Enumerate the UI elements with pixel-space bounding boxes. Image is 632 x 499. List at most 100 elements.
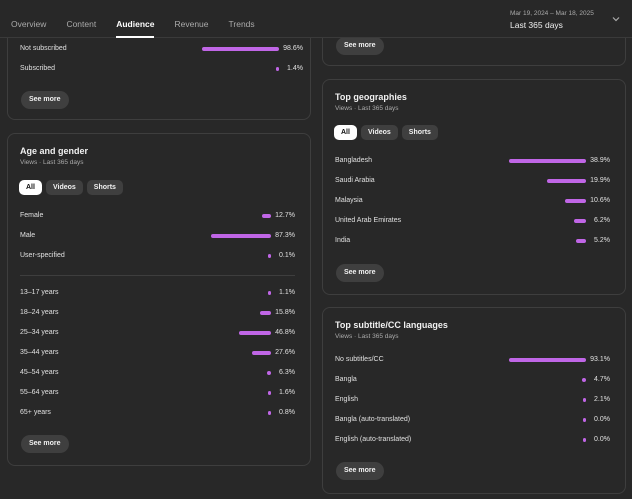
card-subtitle: Views · Last 365 days bbox=[335, 105, 399, 112]
tab-overview[interactable]: Overview bbox=[11, 19, 47, 29]
analytics-header: Overview Content Audience Revenue Trends… bbox=[0, 0, 632, 38]
row-value: 4.7% bbox=[594, 376, 610, 383]
list-item: Male 87.3% bbox=[20, 231, 295, 241]
date-range-dates: Mar 19, 2024 – Mar 18, 2025 bbox=[510, 10, 594, 17]
row-bar bbox=[565, 199, 586, 203]
row-label: 18–24 years bbox=[20, 309, 59, 316]
list-item: Subscribed 1.4% bbox=[20, 64, 303, 74]
tab-bar: Overview Content Audience Revenue Trends bbox=[11, 0, 275, 38]
row-value: 19.9% bbox=[590, 177, 610, 184]
list-item: English 2.1% bbox=[335, 395, 610, 405]
see-more-button[interactable]: See more bbox=[21, 435, 69, 453]
list-item: Bangla (auto-translated) 0.0% bbox=[335, 415, 610, 425]
row-value: 6.3% bbox=[279, 369, 295, 376]
row-value: 87.3% bbox=[275, 232, 295, 239]
row-bar bbox=[582, 438, 586, 442]
content-type-filter: All Videos Shorts bbox=[334, 125, 438, 140]
list-item: 65+ years 0.8% bbox=[20, 408, 295, 418]
see-more-button[interactable]: See more bbox=[21, 91, 69, 109]
list-item: 13–17 years 1.1% bbox=[20, 288, 295, 298]
row-value: 0.1% bbox=[279, 252, 295, 259]
list-item: User-specified 0.1% bbox=[20, 251, 295, 261]
list-item: 55–64 years 1.6% bbox=[20, 388, 295, 398]
row-value: 0.0% bbox=[594, 416, 610, 423]
row-label: Female bbox=[20, 212, 44, 219]
content-type-filter: All Videos Shorts bbox=[19, 180, 123, 195]
row-value: 1.4% bbox=[287, 65, 303, 72]
row-value: 10.6% bbox=[590, 197, 610, 204]
tab-trends[interactable]: Trends bbox=[228, 19, 255, 29]
row-label: 25–34 years bbox=[20, 329, 59, 336]
list-item: 45–54 years 6.3% bbox=[20, 368, 295, 378]
row-bar bbox=[262, 214, 271, 218]
list-item: 18–24 years 15.8% bbox=[20, 308, 295, 318]
list-item: 35–44 years 27.6% bbox=[20, 348, 295, 358]
row-label: 13–17 years bbox=[20, 289, 59, 296]
row-bar bbox=[573, 219, 586, 223]
row-bar bbox=[202, 47, 279, 51]
chip-shorts[interactable]: Shorts bbox=[401, 125, 438, 140]
row-value: 98.6% bbox=[283, 45, 303, 52]
list-item: United Arab Emirates 6.2% bbox=[335, 216, 610, 226]
see-more-button[interactable]: See more bbox=[336, 37, 384, 55]
row-value: 2.1% bbox=[594, 396, 610, 403]
list-item: Malaysia 10.6% bbox=[335, 196, 610, 206]
row-bar bbox=[267, 254, 271, 258]
row-value: 12.7% bbox=[275, 212, 295, 219]
row-value: 6.2% bbox=[594, 217, 610, 224]
see-more-button[interactable]: See more bbox=[336, 264, 384, 282]
row-value: 46.8% bbox=[275, 329, 295, 336]
chip-all[interactable]: All bbox=[19, 180, 42, 195]
chip-videos[interactable]: Videos bbox=[45, 180, 83, 195]
list-item: No subtitles/CC 93.1% bbox=[335, 355, 610, 365]
tab-revenue[interactable]: Revenue bbox=[174, 19, 209, 29]
chip-all[interactable]: All bbox=[334, 125, 357, 140]
tab-audience[interactable]: Audience bbox=[116, 0, 155, 38]
list-item: Saudi Arabia 19.9% bbox=[335, 176, 610, 186]
list-item: English (auto-translated) 0.0% bbox=[335, 435, 610, 445]
divider bbox=[20, 275, 295, 276]
card-title: Top geographies bbox=[335, 92, 407, 102]
date-range-selector[interactable]: Mar 19, 2024 – Mar 18, 2025 Last 365 day… bbox=[510, 10, 594, 30]
row-value: 27.6% bbox=[275, 349, 295, 356]
chip-shorts[interactable]: Shorts bbox=[86, 180, 123, 195]
chip-videos[interactable]: Videos bbox=[360, 125, 398, 140]
age-gender-card: Age and gender Views · Last 365 days All… bbox=[7, 133, 311, 466]
row-label: No subtitles/CC bbox=[335, 356, 384, 363]
row-bar bbox=[252, 351, 271, 355]
row-value: 38.9% bbox=[590, 157, 610, 164]
row-value: 15.8% bbox=[275, 309, 295, 316]
row-label: User-specified bbox=[20, 252, 65, 259]
list-item: India 5.2% bbox=[335, 236, 610, 246]
row-bar bbox=[575, 239, 586, 243]
row-label: 55–64 years bbox=[20, 389, 59, 396]
card-title: Top subtitle/CC languages bbox=[335, 320, 448, 330]
row-label: Bangla (auto-translated) bbox=[335, 416, 411, 423]
row-bar bbox=[267, 291, 271, 295]
row-bar bbox=[509, 358, 586, 362]
row-label: United Arab Emirates bbox=[335, 217, 402, 224]
list-item: 25–34 years 46.8% bbox=[20, 328, 295, 338]
row-label: Male bbox=[20, 232, 36, 239]
row-label: English bbox=[335, 396, 358, 403]
row-bar bbox=[267, 411, 271, 415]
list-item: Female 12.7% bbox=[20, 211, 295, 221]
date-range-label: Last 365 days bbox=[510, 20, 563, 30]
row-bar bbox=[275, 67, 279, 71]
list-item: Not subscribed 98.6% bbox=[20, 44, 303, 54]
row-label: Saudi Arabia bbox=[335, 177, 375, 184]
see-more-button[interactable]: See more bbox=[336, 462, 384, 480]
chevron-down-icon[interactable] bbox=[611, 14, 621, 24]
list-item: Bangla 4.7% bbox=[335, 375, 610, 385]
row-label: 65+ years bbox=[20, 409, 51, 416]
row-label: Subscribed bbox=[20, 65, 56, 72]
tab-content[interactable]: Content bbox=[66, 19, 97, 29]
row-value: 0.0% bbox=[594, 436, 610, 443]
row-bar bbox=[267, 391, 271, 395]
row-bar bbox=[546, 179, 586, 183]
row-bar bbox=[260, 311, 271, 315]
row-bar bbox=[582, 418, 586, 422]
card-title: Age and gender bbox=[20, 146, 89, 156]
row-label: Not subscribed bbox=[20, 45, 67, 52]
row-value: 1.1% bbox=[279, 289, 295, 296]
